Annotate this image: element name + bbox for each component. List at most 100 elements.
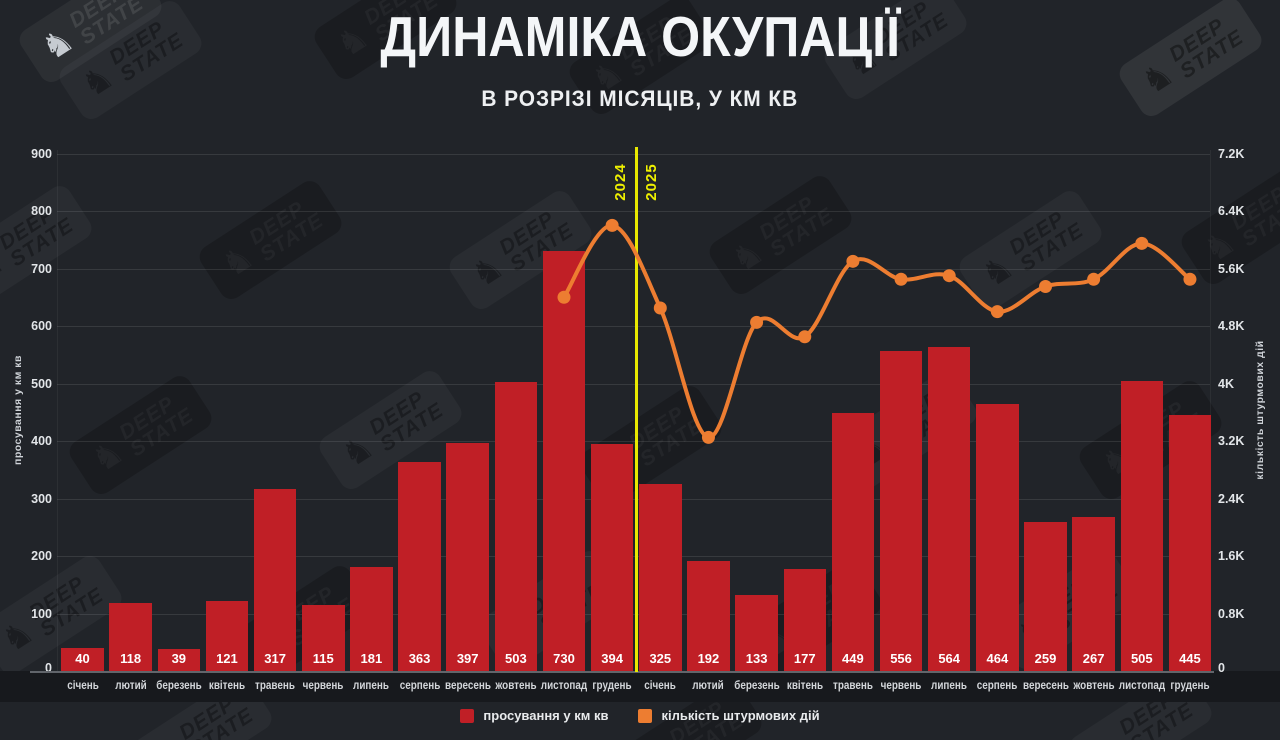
right-axis-tick: 2.4K [1218,491,1245,506]
legend-item: кількість штурмових дій [638,708,820,723]
bar-2024-березень [157,648,201,671]
bar-value-label: 133 [745,651,768,666]
bar-2024-серпень [398,462,441,671]
left-axis-tick: 900 [31,146,52,161]
gridline [57,211,1210,212]
right-axis-tick: 1.6K [1218,549,1245,563]
month-label: серпень [977,680,1018,692]
bar-2025-грудень [1168,415,1212,671]
chart-title: ДИНАМІКА ОКУПАЦІЇ [380,5,900,69]
bar-value-label: 325 [649,651,672,666]
bar-2025-серпень [976,404,1019,671]
bar-2024-листопад [542,251,586,671]
chart-subtitle: В РОЗРІЗІ МІСЯЦІВ, У КМ КВ [481,86,799,111]
legend-label: просування у км кв [483,708,609,723]
month-label: травень [832,680,873,692]
left-axis-tick: 300 [31,491,52,506]
legend-swatch [638,708,653,723]
right-axis-tick: 4K [1218,376,1234,391]
left-axis-tick: 500 [31,376,52,391]
bar-2024-квітень [205,601,249,671]
gridline [57,441,1210,442]
left-axis-tick: 400 [31,434,52,448]
left-axis-tick: 200 [31,549,52,563]
legend-label: кількість штурмових дій [661,708,820,723]
bar-2025-травень [831,412,875,671]
left-axis-tick: 800 [31,204,52,218]
legend-swatch [460,708,475,723]
bar-value-label: 115 [312,651,334,666]
bar-value-label: 177 [793,651,816,666]
month-label: грудень [1170,680,1210,692]
bar-value-label: 259 [1034,651,1057,666]
line-point [990,305,1004,319]
bar-2024-грудень [590,444,634,671]
left-axis-line [57,150,58,671]
line-point [894,272,908,286]
right-axis-tick: 0 [1218,661,1225,675]
month-label: червень [302,680,344,692]
bar-value-label: 564 [938,651,961,666]
right-axis-title: кількість штурмових дій [1254,340,1266,480]
bar-2025-червень [879,351,923,671]
bar-value-label: 505 [1130,651,1153,666]
bar-value-label: 503 [504,651,527,666]
month-label: квітень [208,680,246,692]
right-axis-tick: 7.2K [1218,146,1245,161]
month-label: лютий [114,680,147,692]
gridline [57,268,1210,270]
right-axis-tick: 0.8K [1218,606,1245,621]
month-label: вересень [1022,680,1069,692]
month-label: травень [255,680,296,692]
gridline [57,153,1210,155]
left-axis-tick: 600 [31,319,52,333]
bar-value-label: 118 [120,651,142,666]
year-divider-line [634,147,638,672]
month-label: січень [644,680,677,692]
bar-2025-вересень [1024,522,1067,671]
bar-2024-січень [61,648,104,671]
bar-value-label: 397 [456,651,479,666]
right-axis-tick: 6.4K [1218,204,1245,218]
line-point [942,269,956,283]
chart-legend: просування у км кв кількість штурмових ді… [0,708,1280,723]
line-point [1183,272,1197,286]
bar-2024-лютий [109,603,152,671]
chess-knight-icon: ♞ [464,247,511,296]
gridline [57,383,1210,385]
bar-2025-лютий [687,560,730,671]
left-axis-tick: 100 [31,606,52,621]
bar-2024-липень [350,566,393,671]
line-point [653,301,667,315]
month-label: листопад [540,680,588,692]
bar-2024-травень [253,488,297,671]
month-label: березень [156,680,202,692]
right-axis-tick: 3.2K [1218,434,1245,448]
month-label: липень [931,680,968,692]
gridline [57,498,1210,500]
month-label: серпень [399,680,440,692]
month-label: грудень [592,680,632,692]
bar-2025-березень [735,594,778,671]
bar-value-label: 449 [842,651,864,666]
bar-2024-жовтень [494,381,538,671]
month-label: червень [880,680,922,692]
month-label: лютий [692,680,725,692]
chess-knight-icon: ♞ [1084,727,1130,740]
bar-value-label: 121 [216,651,238,666]
chess-knight-icon: ♞ [974,247,1021,296]
bar-2025-січень [639,484,682,671]
chess-knight-icon: ♞ [214,237,260,285]
right-axis-tick: 4.8K [1218,319,1245,333]
bar-value-label: 39 [171,651,187,666]
month-label: березень [733,680,780,692]
month-label: квітень [786,680,823,692]
